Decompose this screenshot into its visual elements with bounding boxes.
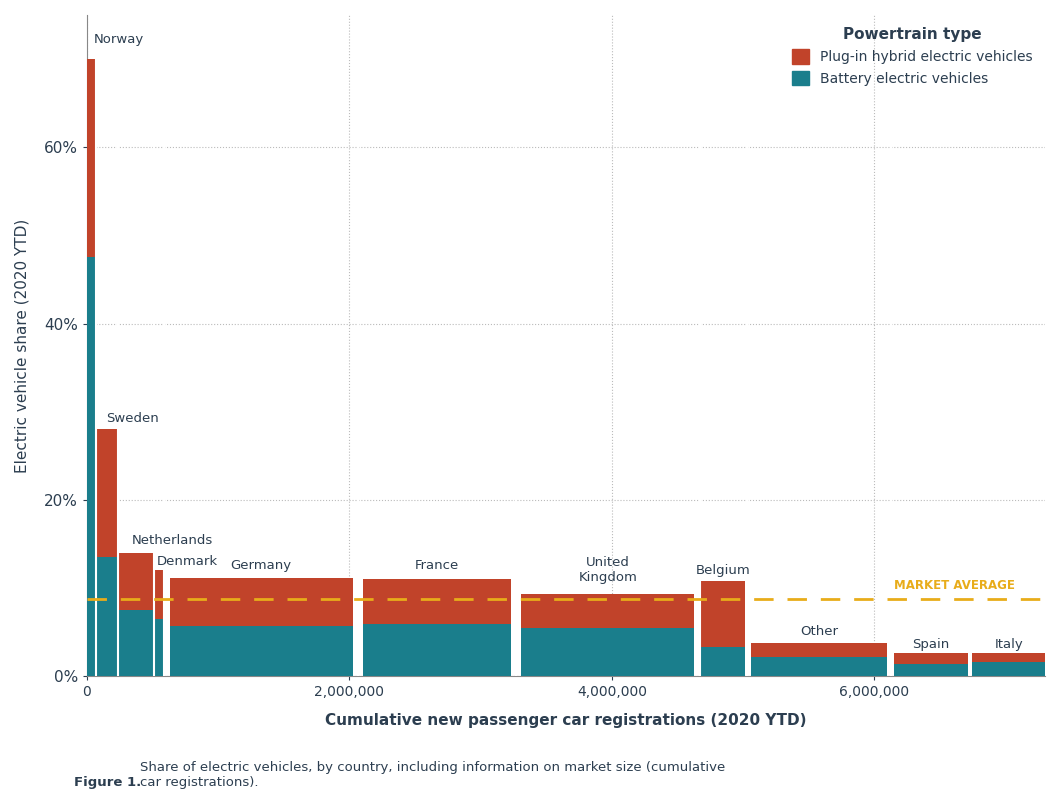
Bar (154, 619, 164, 676)
Bar (522, 628, 694, 676)
Text: Germany: Germany (231, 559, 292, 572)
Text: Netherlands: Netherlands (131, 534, 213, 547)
Bar (894, 654, 968, 664)
Bar (752, 642, 887, 657)
Bar (972, 654, 1046, 662)
Bar (701, 581, 745, 647)
Bar (170, 578, 353, 626)
Text: MARKET AVERAGE: MARKET AVERAGE (894, 579, 1014, 592)
Text: Belgium: Belgium (695, 563, 750, 577)
Bar (119, 553, 153, 610)
Text: Italy: Italy (995, 638, 1024, 651)
Bar (364, 579, 511, 624)
Bar (96, 557, 118, 676)
Text: Other: Other (800, 626, 838, 638)
Text: Spain: Spain (912, 638, 949, 650)
Bar (87, 257, 95, 676)
Text: Sweden: Sweden (106, 412, 159, 425)
Bar (522, 594, 694, 628)
Text: Share of electric vehicles, by country, including information on market size (cu: Share of electric vehicles, by country, … (140, 761, 725, 789)
Bar (894, 664, 968, 676)
Text: France: France (414, 559, 459, 572)
Text: Denmark: Denmark (157, 555, 218, 568)
Bar (87, 59, 95, 257)
Text: United
Kingdom: United Kingdom (579, 555, 637, 583)
Bar (701, 647, 745, 676)
Bar (972, 662, 1046, 676)
Bar (119, 610, 153, 676)
Bar (170, 626, 353, 676)
Bar (154, 570, 164, 619)
Bar (752, 657, 887, 676)
Bar (96, 429, 118, 557)
Text: Figure 1.: Figure 1. (74, 777, 146, 789)
Y-axis label: Electric vehicle share (2020 YTD): Electric vehicle share (2020 YTD) (15, 218, 30, 473)
Bar (364, 624, 511, 676)
Legend: Plug-in hybrid electric vehicles, Battery electric vehicles: Plug-in hybrid electric vehicles, Batter… (787, 22, 1038, 92)
X-axis label: Cumulative new passenger car registrations (2020 YTD): Cumulative new passenger car registratio… (325, 713, 807, 728)
Text: Norway: Norway (93, 33, 143, 46)
